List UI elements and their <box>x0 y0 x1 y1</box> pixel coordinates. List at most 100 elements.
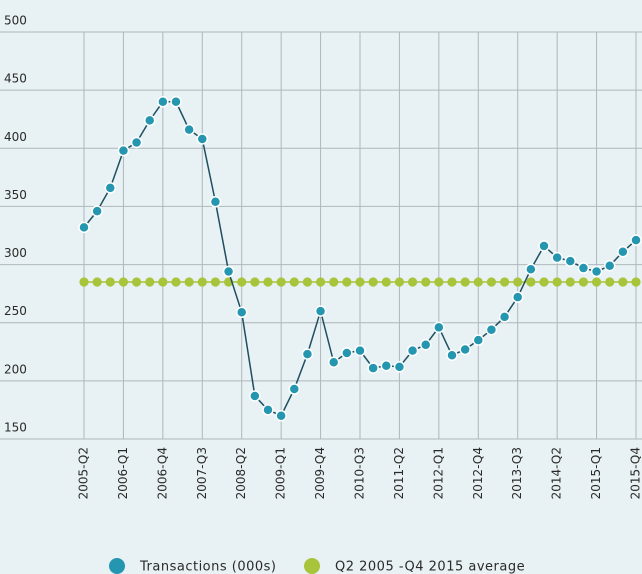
data-point <box>79 277 89 287</box>
data-point <box>472 334 485 346</box>
x-tick-label: 2008-Q2 <box>234 447 248 499</box>
data-point <box>552 277 562 287</box>
data-point <box>262 404 274 416</box>
data-point <box>249 390 261 402</box>
data-point <box>419 339 432 351</box>
data-point <box>315 277 326 287</box>
x-tick-label: 2009-Q4 <box>313 447 327 499</box>
data-point <box>590 265 603 278</box>
data-point <box>367 362 379 374</box>
x-tick-label: 2012-Q4 <box>471 447 485 499</box>
data-point <box>327 356 340 369</box>
x-tick-label: 2014-Q2 <box>550 447 564 499</box>
data-point <box>197 277 207 287</box>
data-point <box>368 277 378 287</box>
data-point <box>250 277 260 287</box>
data-point <box>130 136 143 149</box>
data-point <box>526 277 536 287</box>
series <box>79 277 641 287</box>
data-point <box>78 221 90 234</box>
data-point <box>433 321 445 334</box>
data-point <box>565 277 575 287</box>
data-point <box>91 205 103 217</box>
data-point <box>289 277 299 287</box>
data-point <box>183 123 195 136</box>
data-point <box>446 349 458 362</box>
data-point <box>301 348 314 360</box>
data-point <box>145 277 155 287</box>
data-point <box>288 383 301 395</box>
y-tick-label: 250 <box>4 304 27 318</box>
data-point <box>538 240 550 252</box>
data-point <box>92 277 102 287</box>
data-point <box>118 277 129 287</box>
data-point <box>341 347 353 359</box>
data-point <box>275 409 287 422</box>
x-tick-label: 2010-Q3 <box>353 447 367 499</box>
data-point <box>421 277 431 287</box>
data-point <box>380 359 393 372</box>
data-point <box>355 277 365 287</box>
legend-label: Transactions (000s) <box>139 560 277 574</box>
x-tick-label: 2012-Q1 <box>431 447 445 499</box>
data-point <box>104 182 117 194</box>
data-point <box>459 343 471 356</box>
x-tick-label: 2007-Q3 <box>195 447 209 499</box>
data-point <box>329 277 339 287</box>
data-point <box>539 277 549 287</box>
data-point <box>407 277 418 287</box>
data-point <box>603 259 616 272</box>
x-tick-label: 2013-Q3 <box>510 447 524 499</box>
data-point <box>196 133 209 145</box>
data-point <box>551 251 563 264</box>
data-point <box>157 96 169 108</box>
data-point <box>630 234 642 246</box>
data-point <box>578 277 589 287</box>
data-point <box>342 277 352 287</box>
data-point <box>131 277 142 287</box>
data-point <box>525 263 537 275</box>
data-point <box>631 277 641 287</box>
data-point <box>406 344 419 357</box>
data-point <box>485 323 498 336</box>
data-point <box>170 96 182 108</box>
data-point <box>511 291 524 303</box>
data-point <box>171 277 181 287</box>
data-point <box>394 277 405 287</box>
y-tick-label: 150 <box>4 421 27 435</box>
data-point <box>222 265 235 278</box>
data-point <box>513 277 523 287</box>
data-point <box>354 344 366 357</box>
data-point <box>143 114 156 127</box>
x-tick-label: 2015-Q4 <box>629 447 642 499</box>
data-point <box>577 262 590 274</box>
x-tick-label: 2015-Q1 <box>589 447 603 499</box>
data-point <box>617 246 629 258</box>
data-point <box>473 277 483 287</box>
y-tick-label: 400 <box>4 130 27 144</box>
data-point <box>158 277 168 287</box>
legend-marker <box>304 558 320 574</box>
data-point <box>263 277 273 287</box>
y-tick-label: 300 <box>4 246 27 260</box>
data-point <box>499 277 510 287</box>
data-point <box>237 277 247 287</box>
data-point <box>184 277 194 287</box>
data-point <box>434 277 444 287</box>
data-point <box>276 277 286 287</box>
data-point <box>460 277 470 287</box>
data-point <box>393 361 406 373</box>
data-point <box>105 277 115 287</box>
data-point <box>486 277 497 287</box>
x-tick-label: 2005-Q2 <box>77 447 91 499</box>
x-tick-label: 2006-Q1 <box>116 447 130 499</box>
x-tick-label: 2006-Q4 <box>155 447 169 499</box>
data-point <box>302 277 313 287</box>
data-point <box>235 306 248 318</box>
legend-marker <box>109 558 125 574</box>
y-tick-label: 450 <box>4 72 27 86</box>
data-point <box>498 311 511 323</box>
data-point <box>618 277 628 287</box>
series <box>78 96 642 422</box>
